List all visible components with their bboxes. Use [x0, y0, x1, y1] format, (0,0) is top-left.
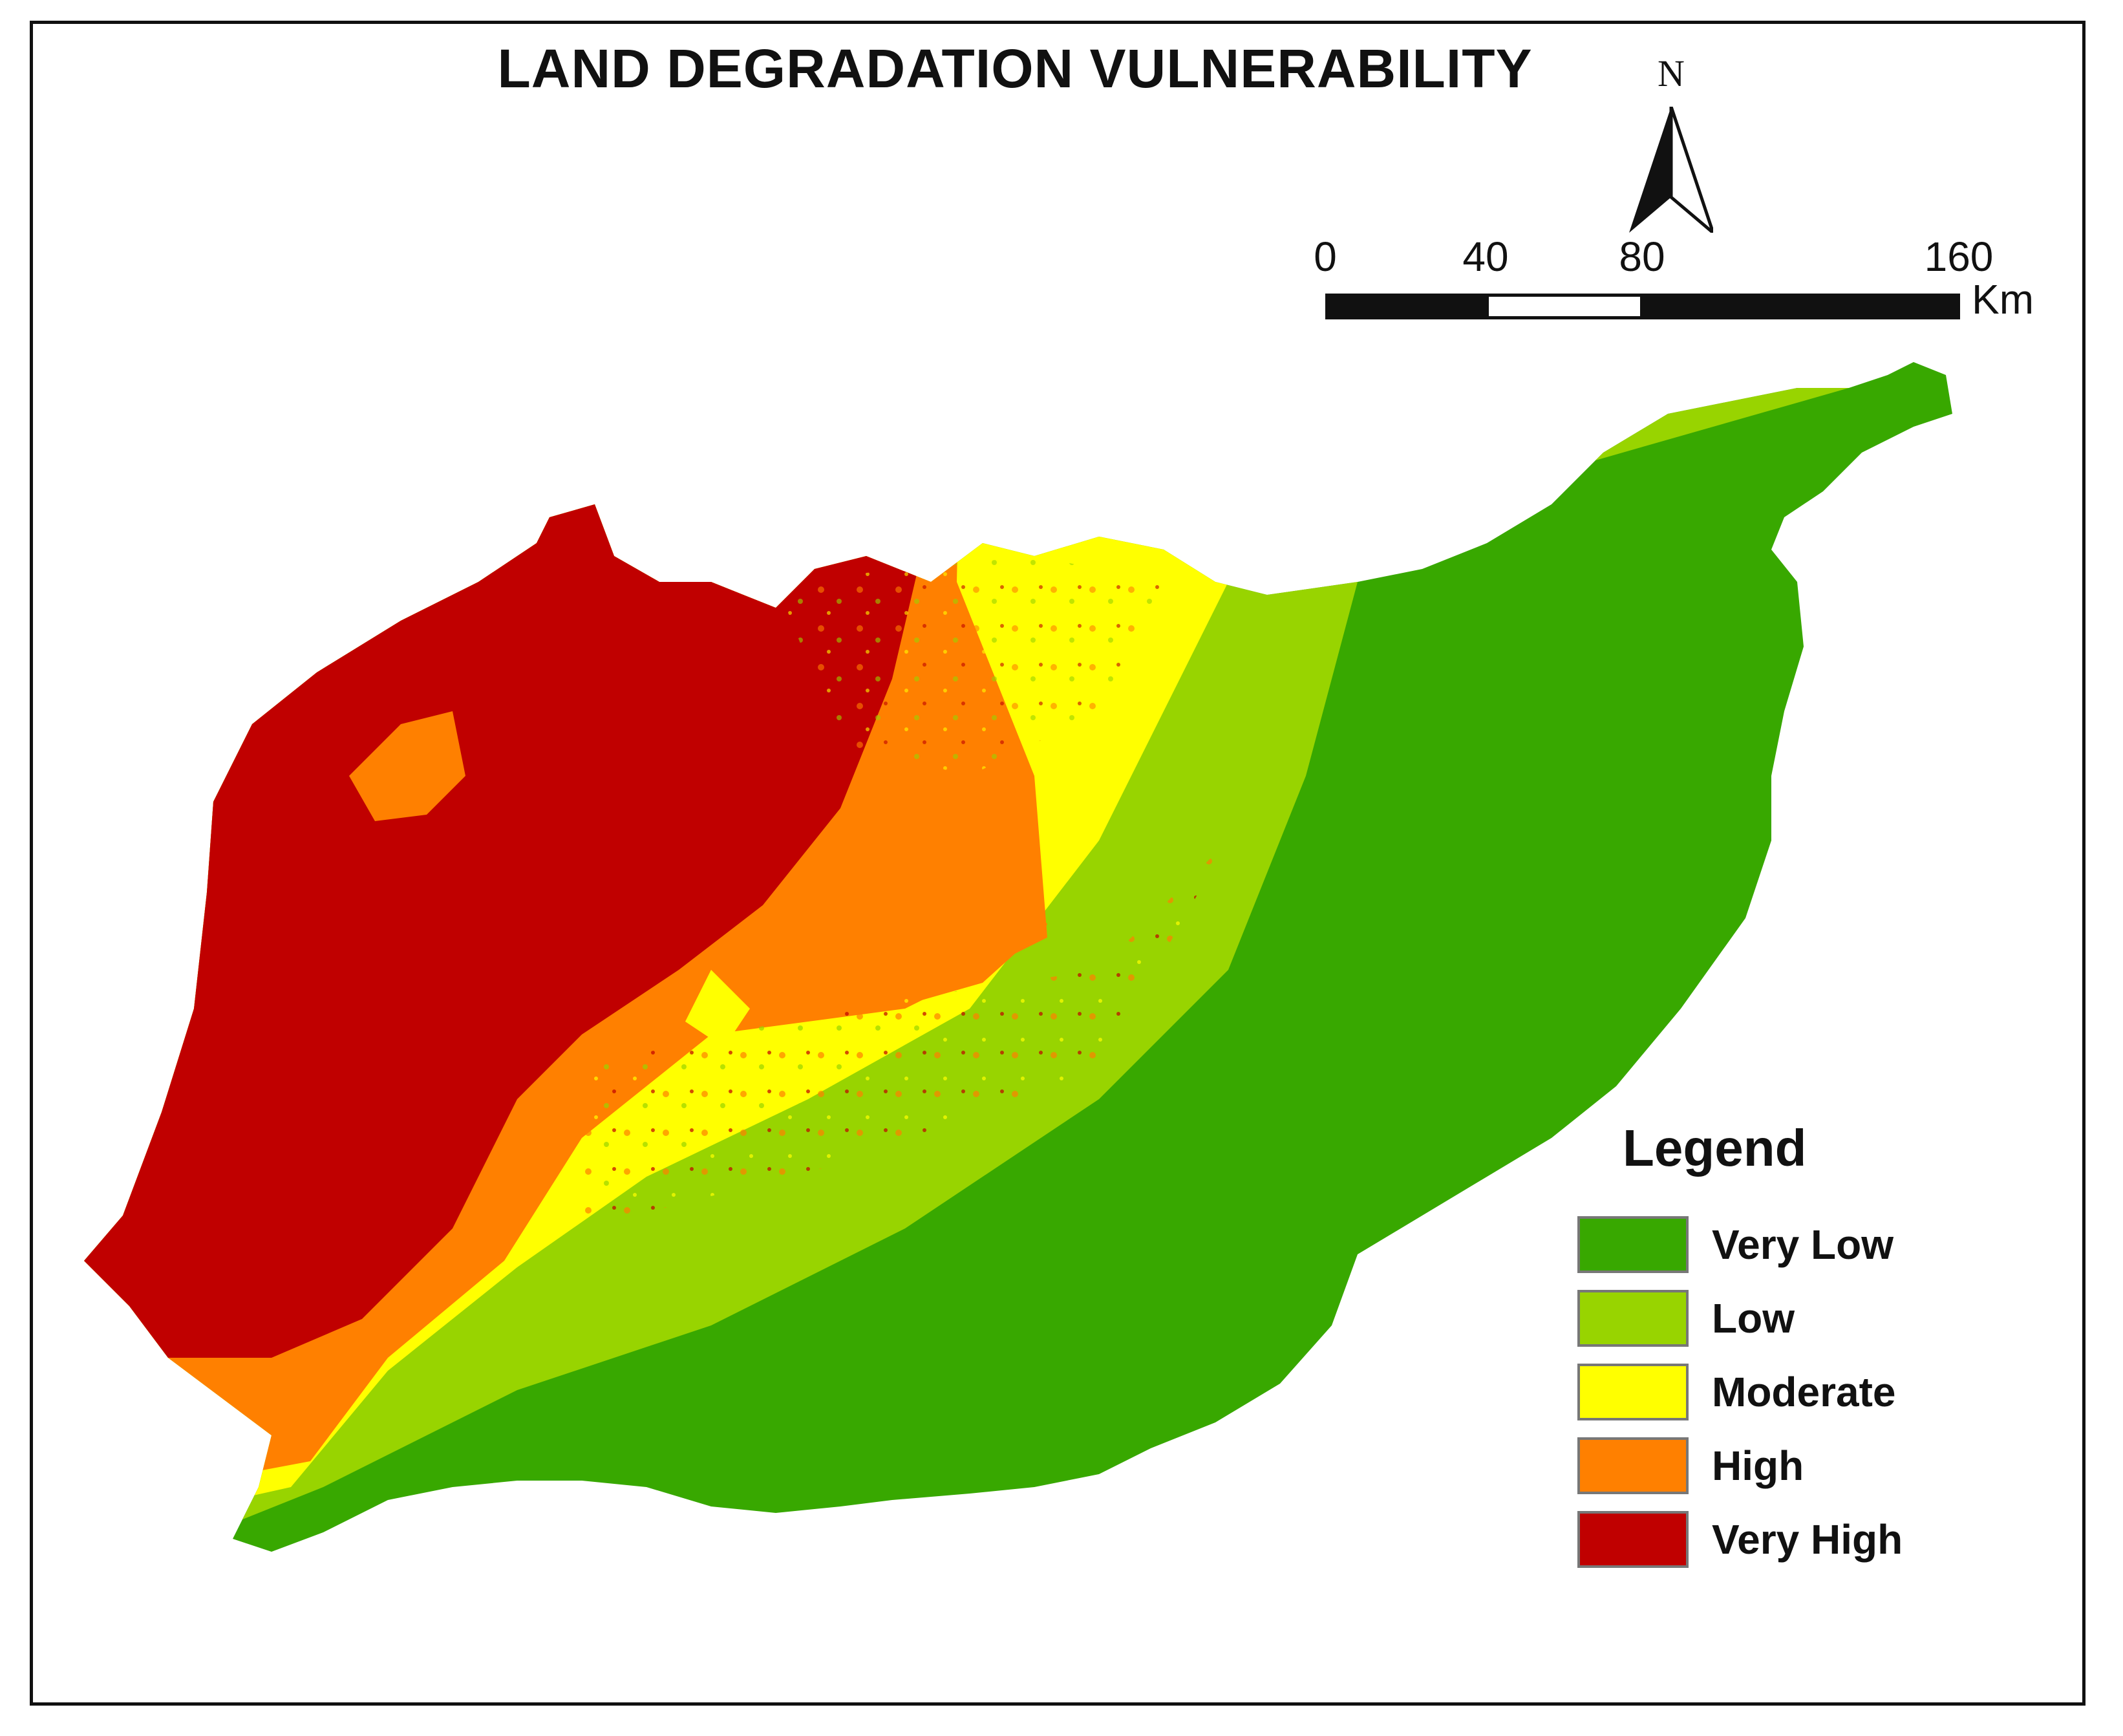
scale-bar: 0 40 80 160 Km: [1314, 233, 2095, 330]
north-arrow-icon: [1629, 107, 1713, 233]
legend-item-high: High: [1577, 1429, 1965, 1503]
scale-tick-40: 40: [1462, 233, 1509, 280]
legend-item-very-low: Very Low: [1577, 1208, 1965, 1281]
scale-unit: Km: [1972, 276, 2034, 323]
legend-swatch-low: [1577, 1290, 1689, 1347]
legend-title: Legend: [1623, 1119, 1807, 1177]
legend-item-very-high: Very High: [1577, 1503, 1965, 1576]
scale-segment-3: [1642, 294, 1960, 319]
legend-swatch-very-low: [1577, 1216, 1689, 1273]
legend-label-moderate: Moderate: [1712, 1369, 1896, 1415]
legend-label-low: Low: [1712, 1295, 1795, 1342]
legend-label-high: High: [1712, 1442, 1804, 1489]
legend-item-moderate: Moderate: [1577, 1355, 1965, 1429]
scale-tick-0: 0: [1314, 233, 1337, 280]
map-title: LAND DEGRADATION VULNERABILITY: [497, 38, 1533, 99]
legend-swatch-high: [1577, 1437, 1689, 1494]
scale-tick-80: 80: [1619, 233, 1665, 280]
scale-segment-1: [1325, 294, 1487, 319]
legend-label-very-low: Very Low: [1712, 1221, 1894, 1268]
legend-label-very-high: Very High: [1712, 1516, 1903, 1563]
legend-item-low: Low: [1577, 1281, 1965, 1355]
scale-tick-160: 160: [1924, 233, 1994, 280]
north-label: N: [1658, 52, 1685, 94]
legend: Legend Very Low Low Moderate High Very H…: [1577, 1119, 1965, 1576]
scale-segment-2: [1486, 294, 1643, 319]
legend-swatch-moderate: [1577, 1364, 1689, 1420]
legend-swatch-very-high: [1577, 1511, 1689, 1568]
